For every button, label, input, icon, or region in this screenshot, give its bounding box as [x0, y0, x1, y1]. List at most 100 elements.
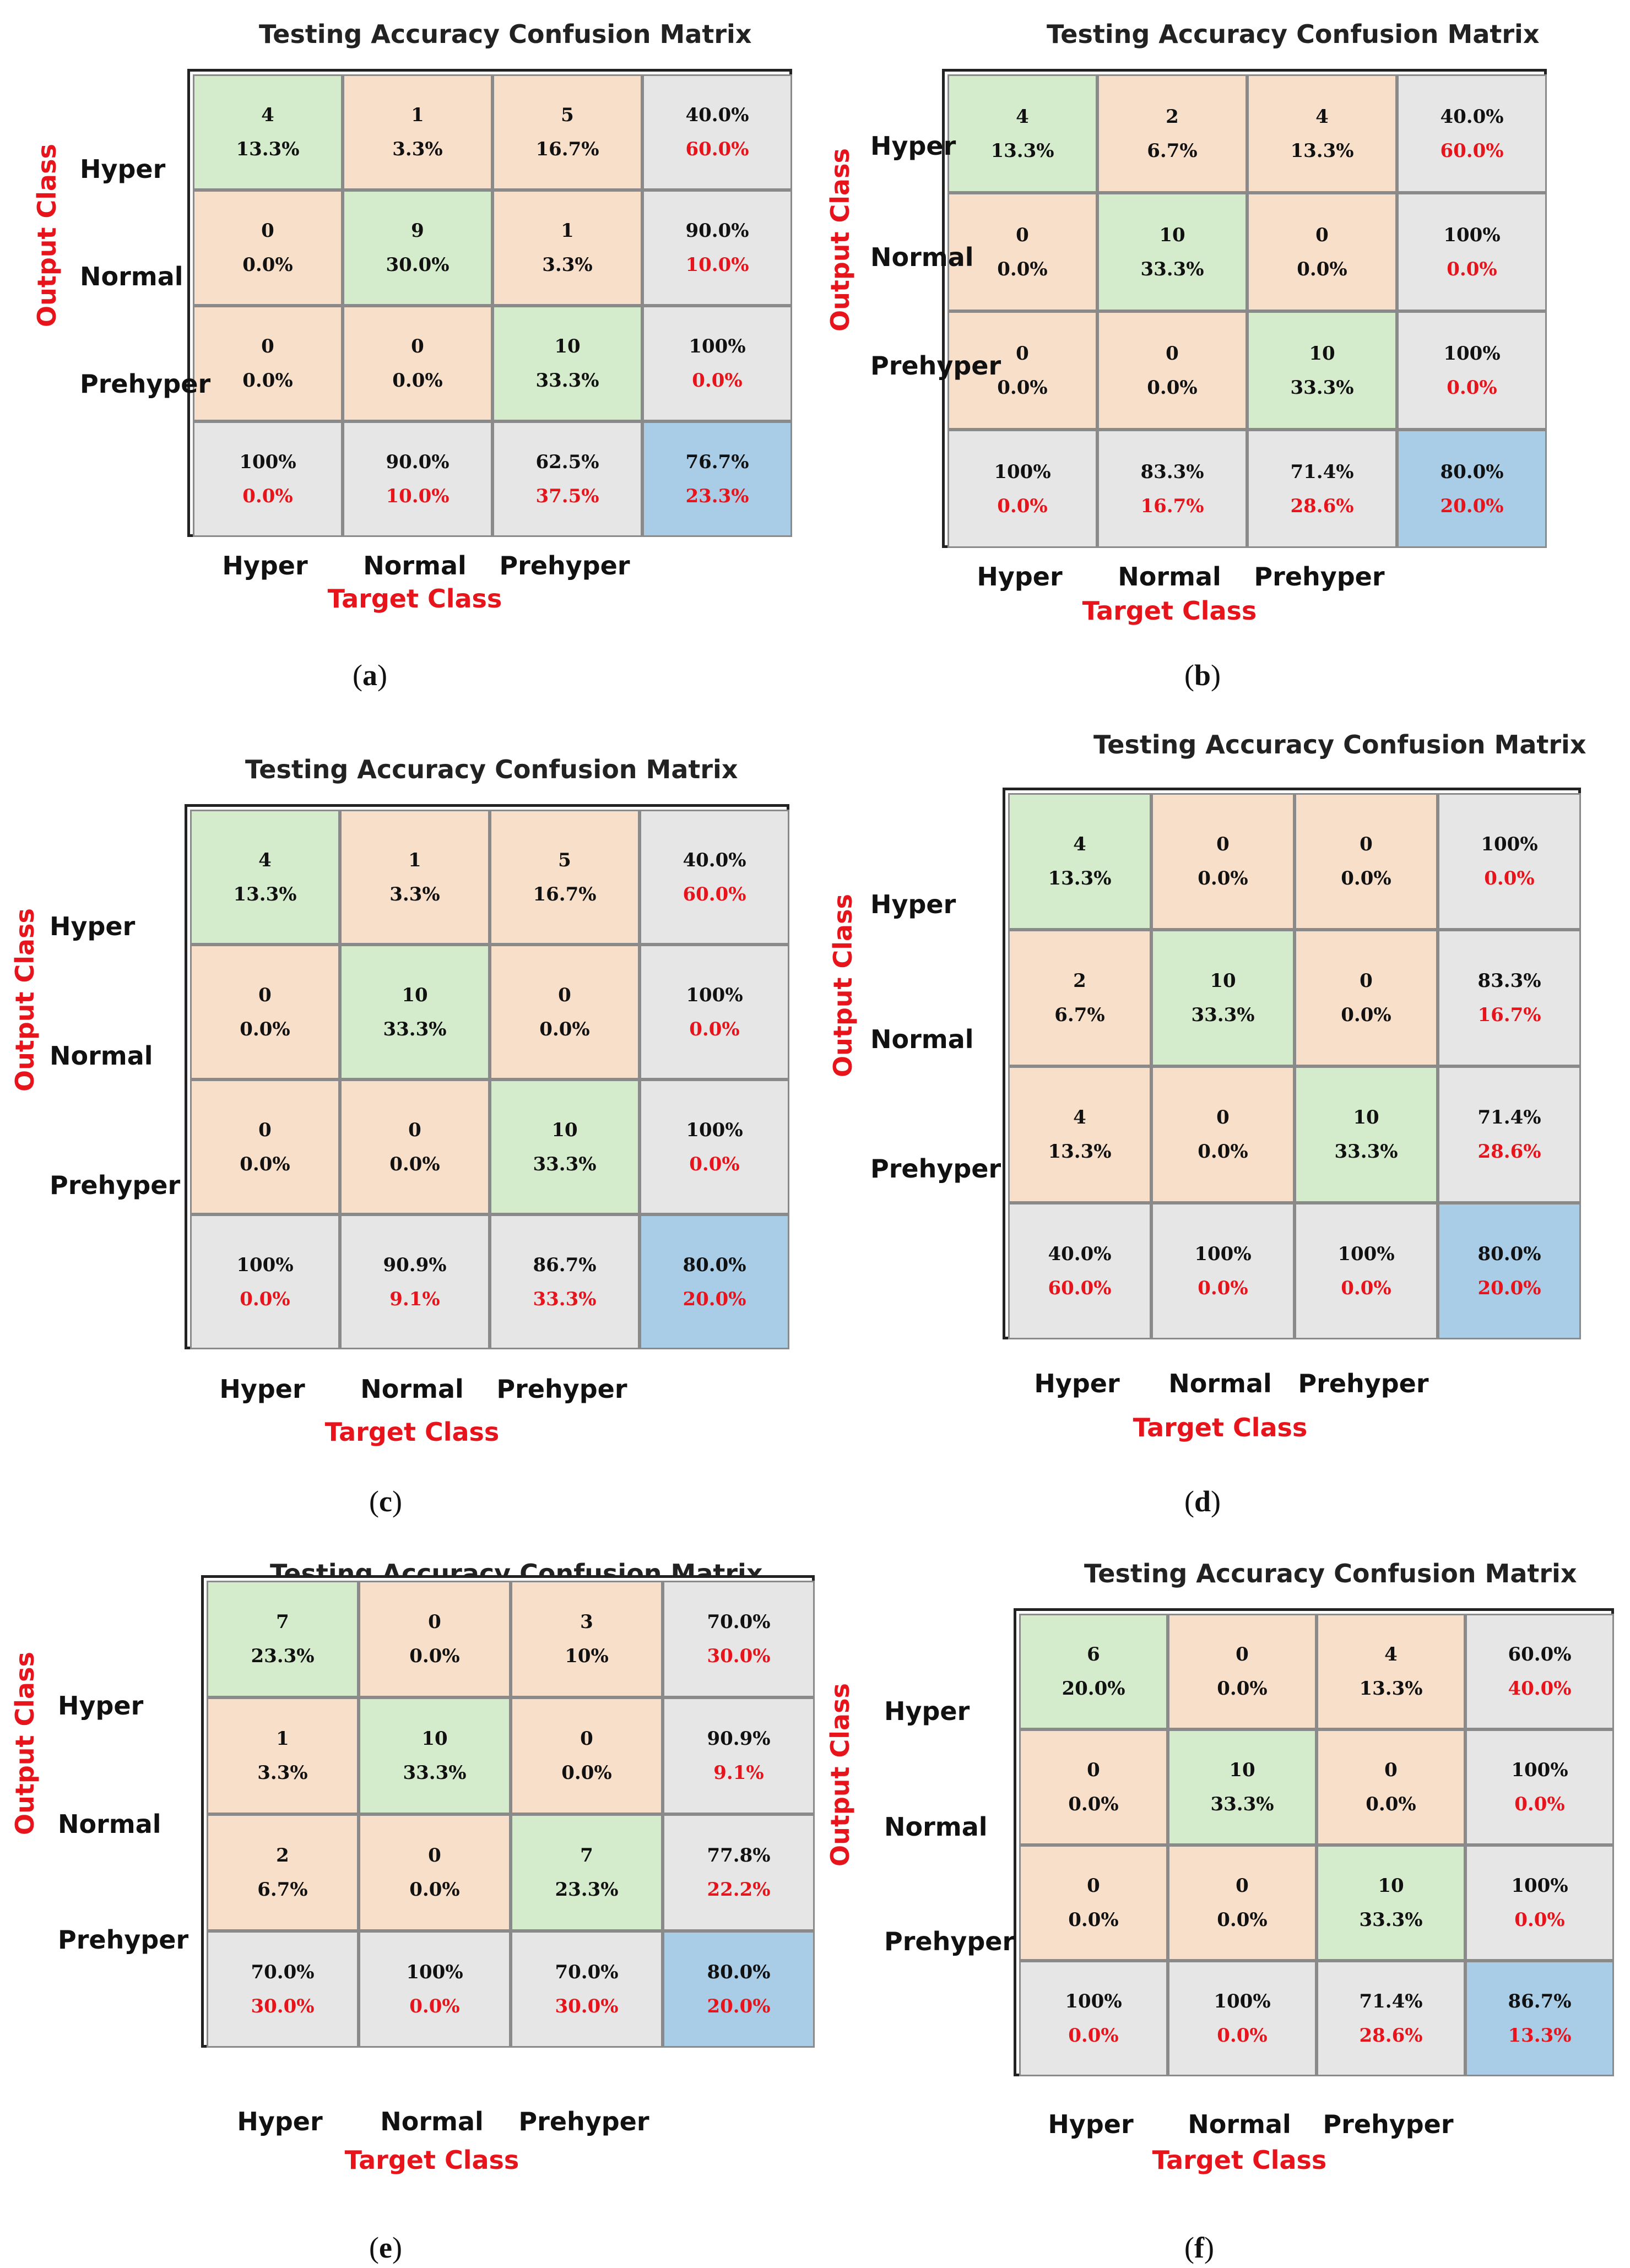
cell-percent: 16.7% — [533, 883, 597, 905]
panel-letter: f — [1194, 2231, 1204, 2264]
cell-value: 100% — [239, 451, 296, 473]
column-label: Prehyper — [1254, 562, 1385, 592]
cell-percent: 6.7% — [1054, 1004, 1105, 1026]
row-summary-cell: 100% 0.0% — [642, 306, 792, 421]
row-summary-cell: 60.0% 40.0% — [1465, 1614, 1614, 1729]
row-summary-cell: 77.8% 22.2% — [663, 1814, 815, 1931]
matrix-cell: 10 33.3% — [1247, 311, 1397, 430]
cell-value: 80.0% — [707, 1961, 771, 1983]
row-summary-cell: 71.4% 28.6% — [1438, 1066, 1581, 1203]
matrix-cell: 4 13.3% — [193, 74, 343, 190]
column-summary-cell: 62.5% 37.5% — [492, 421, 642, 537]
y-axis-label: Output Class — [10, 1652, 40, 1835]
column-summary-cell: 71.4% 28.6% — [1317, 1961, 1465, 2076]
row-summary-cell: 100% 0.0% — [1397, 193, 1547, 311]
matrix-cell: 0 0.0% — [947, 193, 1097, 311]
cell-percent: 23.3% — [251, 1645, 315, 1667]
matrix-cell: 0 0.0% — [1019, 1729, 1168, 1845]
column-summary-cell: 100% 0.0% — [1151, 1203, 1295, 1339]
cell-value: 0 — [408, 1119, 421, 1141]
matrix-cell: 0 0.0% — [340, 1079, 490, 1214]
cell-value: 100% — [236, 1254, 294, 1276]
cell-value: 10 — [1229, 1759, 1255, 1781]
row-label: Normal — [50, 1041, 153, 1071]
row-label: Hyper — [58, 1691, 144, 1721]
cell-percent: 33.3% — [1334, 1141, 1398, 1163]
cell-value: 0 — [411, 335, 424, 357]
panel-letter: b — [1194, 659, 1211, 692]
cell-percent: 33.3% — [535, 370, 599, 392]
cell-percent: 0.0% — [561, 1762, 612, 1784]
matrix-cell: 0 0.0% — [511, 1697, 663, 1814]
cell-value: 0 — [261, 335, 274, 357]
cell-percent: 0.0% — [409, 1645, 460, 1667]
cell-value: 1 — [408, 849, 421, 871]
y-axis-label: Output Class — [828, 894, 858, 1077]
cell-error: 0.0% — [1484, 867, 1535, 889]
column-label: Hyper — [1048, 2109, 1134, 2139]
column-label: Normal — [1188, 2109, 1291, 2139]
column-summary-cell: 100% 0.0% — [190, 1214, 340, 1349]
overall-accuracy-cell: 80.0% 20.0% — [1397, 430, 1547, 548]
confusion-matrix-b: 4 13.3% 2 6.7% 4 13.3% 40.0% 60.0% 0 0.0% 10 33.3% 0… — [942, 69, 1547, 548]
matrix-cell: 0 0.0% — [490, 945, 640, 1079]
cell-error: 28.6% — [1290, 495, 1354, 517]
cell-percent: 0.0% — [1147, 376, 1198, 399]
matrix-cell: 9 30.0% — [343, 190, 492, 306]
cell-error: 20.0% — [707, 1995, 771, 2017]
cell-value: 100% — [686, 984, 743, 1006]
panel-caption: (e) — [369, 2231, 402, 2264]
matrix-cell: 0 0.0% — [947, 311, 1097, 430]
cell-value: 10 — [421, 1728, 448, 1750]
column-label: Prehyper — [1323, 2109, 1454, 2139]
column-label: Normal — [380, 2107, 484, 2136]
confusion-matrix-d: 4 13.3% 0 0.0% 0 0.0% 100% 0.0% 2 6.7% 10 33.3% 0 0.0… — [1003, 788, 1581, 1339]
row-label: Hyper — [50, 911, 136, 941]
column-label: Prehyper — [499, 551, 630, 580]
cell-value: 100% — [1443, 342, 1501, 365]
cell-value: 71.4% — [1359, 1990, 1423, 2012]
cell-value: 0 — [1315, 224, 1329, 246]
row-summary-cell: 40.0% 60.0% — [642, 74, 792, 190]
column-label: Prehyper — [1298, 1369, 1429, 1398]
cell-error: 37.5% — [535, 485, 599, 507]
cell-error: 30.0% — [251, 1995, 315, 2017]
y-axis-label: Output Class — [10, 908, 40, 1092]
x-axis-label: Target Class — [1082, 596, 1257, 626]
panel-letter: a — [362, 659, 377, 692]
cell-percent: 33.3% — [1210, 1793, 1274, 1815]
x-axis-label: Target Class — [1133, 1413, 1308, 1442]
cell-error: 28.6% — [1477, 1141, 1541, 1163]
cell-value: 6 — [1087, 1643, 1100, 1665]
cell-value: 0 — [428, 1844, 441, 1867]
cell-error: 13.3% — [1508, 2025, 1572, 2047]
cell-value: 3 — [580, 1611, 593, 1633]
cell-percent: 3.3% — [392, 138, 443, 160]
column-label: Hyper — [222, 551, 308, 580]
cell-value: 0 — [1236, 1643, 1249, 1665]
cell-value: 77.8% — [707, 1844, 771, 1867]
cell-error: 20.0% — [1440, 495, 1504, 517]
cell-value: 40.0% — [683, 849, 746, 871]
row-summary-cell: 100% 0.0% — [1465, 1729, 1614, 1845]
cell-value: 40.0% — [685, 104, 749, 126]
cell-value: 2 — [1073, 970, 1086, 992]
matrix-cell: 10 33.3% — [1317, 1845, 1465, 1961]
x-axis-label: Target Class — [1152, 2145, 1327, 2175]
cell-percent: 0.0% — [242, 370, 293, 392]
cell-percent: 0.0% — [1068, 1909, 1119, 1931]
cell-percent: 20.0% — [1062, 1678, 1125, 1700]
cell-value: 100% — [1194, 1243, 1252, 1265]
cell-value: 10 — [1353, 1106, 1379, 1128]
cell-value: 83.3% — [1477, 970, 1541, 992]
cell-value: 7 — [276, 1611, 289, 1633]
cell-value: 1 — [276, 1728, 289, 1750]
cell-value: 71.4% — [1290, 460, 1354, 483]
cell-error: 0.0% — [692, 370, 743, 392]
y-axis-label: Output Class — [32, 144, 62, 327]
matrix-cell: 4 13.3% — [190, 810, 340, 945]
cell-value: 10 — [551, 1119, 578, 1141]
cell-value: 5 — [558, 849, 571, 871]
cell-value: 70.0% — [251, 1961, 315, 1983]
overall-accuracy-cell: 80.0% 20.0% — [663, 1931, 815, 2048]
